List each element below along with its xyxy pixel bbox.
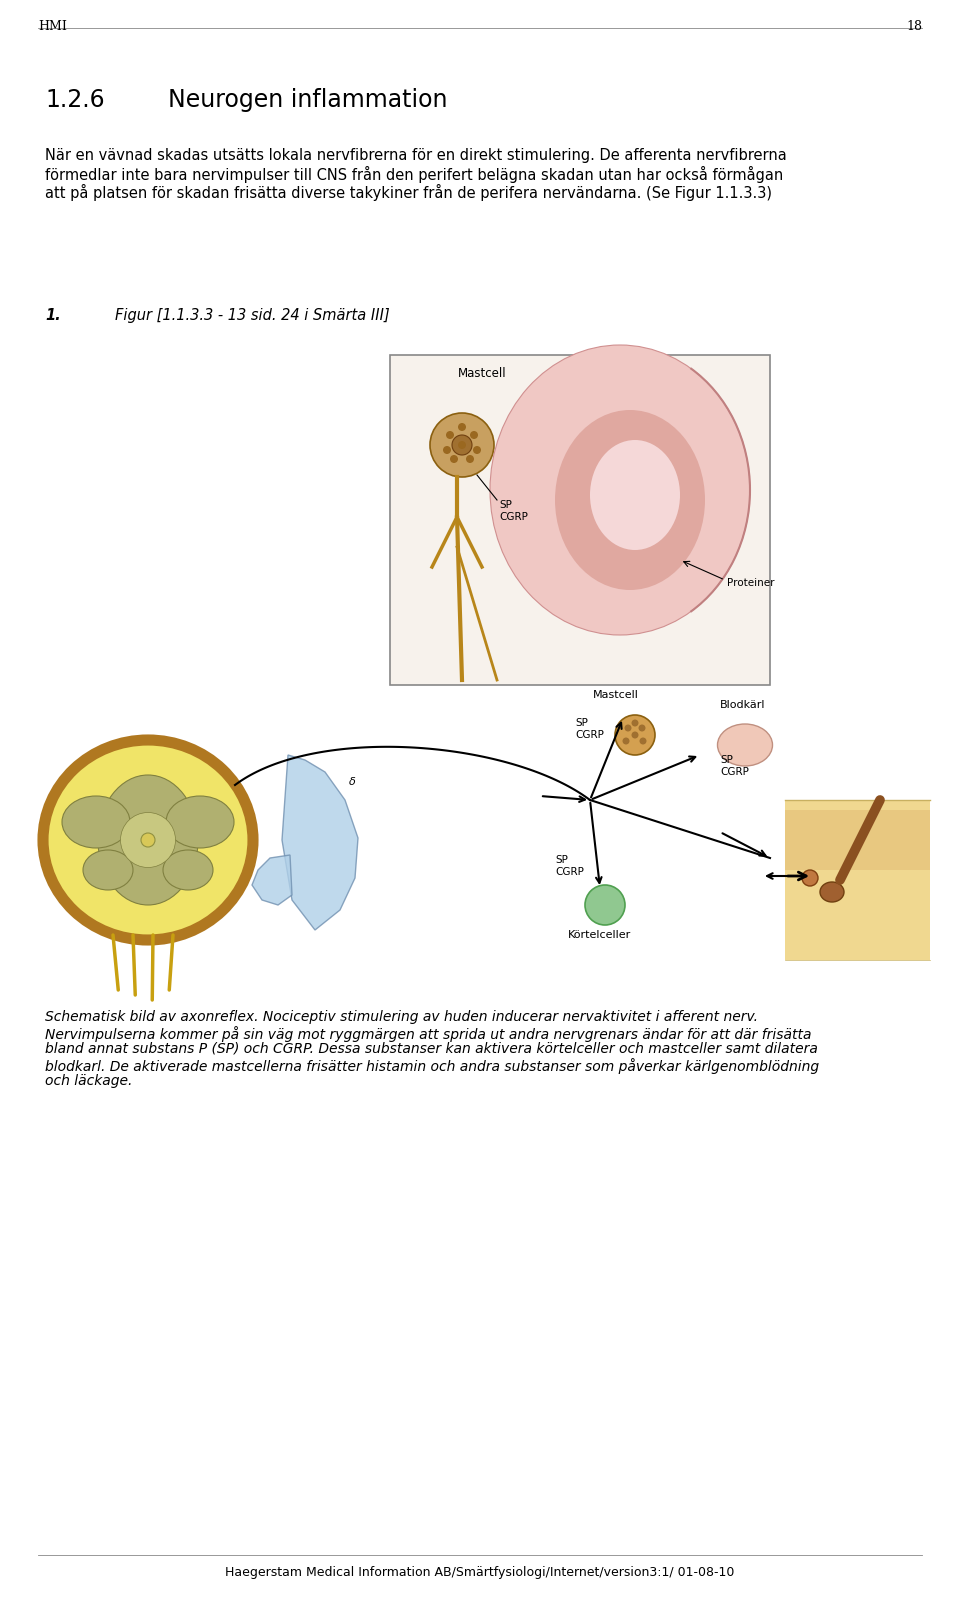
Circle shape xyxy=(470,431,478,439)
Text: Schematisk bild av axonreflex. Nociceptiv stimulering av huden inducerar nervakt: Schematisk bild av axonreflex. Nocicepti… xyxy=(45,1011,758,1023)
Circle shape xyxy=(639,738,646,744)
Text: 18: 18 xyxy=(906,19,922,34)
Text: Körtelceller: Körtelceller xyxy=(568,930,632,940)
Text: och läckage.: och läckage. xyxy=(45,1075,132,1088)
Text: SP
CGRP: SP CGRP xyxy=(575,719,604,739)
Circle shape xyxy=(473,446,481,454)
Ellipse shape xyxy=(98,775,198,905)
Text: 1.2.6: 1.2.6 xyxy=(45,88,105,112)
Text: SP
CGRP: SP CGRP xyxy=(555,855,584,877)
Circle shape xyxy=(450,456,458,464)
Circle shape xyxy=(141,832,155,847)
Circle shape xyxy=(466,456,474,464)
Text: Proteiner: Proteiner xyxy=(727,577,775,589)
Circle shape xyxy=(443,446,451,454)
Circle shape xyxy=(622,738,630,744)
Text: förmedlar inte bara nervimpulser till CNS från den perifert belägna skadan utan : förmedlar inte bara nervimpulser till CN… xyxy=(45,165,783,183)
Circle shape xyxy=(446,431,454,439)
Ellipse shape xyxy=(43,739,253,940)
Ellipse shape xyxy=(121,813,176,868)
Circle shape xyxy=(625,725,632,731)
Text: Mastcell: Mastcell xyxy=(593,690,638,699)
Circle shape xyxy=(430,412,494,476)
Text: När en vävnad skadas utsätts lokala nervfibrerna för en direkt stimulering. De a: När en vävnad skadas utsätts lokala nerv… xyxy=(45,148,787,164)
Circle shape xyxy=(615,715,655,755)
Polygon shape xyxy=(785,810,930,869)
Text: 1.: 1. xyxy=(45,308,60,322)
Circle shape xyxy=(632,731,638,738)
Ellipse shape xyxy=(490,345,750,635)
Text: Figur [1.1.3.3 - 13 sid. 24 i Smärta III]: Figur [1.1.3.3 - 13 sid. 24 i Smärta III… xyxy=(115,308,390,322)
Ellipse shape xyxy=(555,411,705,590)
Text: Haegerstam Medical Information AB/Smärtfysiologi/Internet/version3:1/ 01-08-10: Haegerstam Medical Information AB/Smärtf… xyxy=(226,1566,734,1578)
Ellipse shape xyxy=(83,850,133,890)
Ellipse shape xyxy=(820,882,844,901)
Text: SP
CGRP: SP CGRP xyxy=(499,500,528,521)
Circle shape xyxy=(458,441,466,449)
Ellipse shape xyxy=(166,796,234,849)
Circle shape xyxy=(638,725,645,731)
Polygon shape xyxy=(785,800,930,961)
Circle shape xyxy=(452,435,472,456)
Text: SP
CGRP: SP CGRP xyxy=(720,755,749,776)
Ellipse shape xyxy=(62,796,130,849)
Bar xyxy=(390,354,770,685)
Ellipse shape xyxy=(590,439,680,550)
Ellipse shape xyxy=(717,723,773,767)
Text: HMI: HMI xyxy=(38,19,67,34)
Text: $\delta$: $\delta$ xyxy=(348,775,356,788)
Text: bland annat substans P (SP) och CGRP. Dessa substanser kan aktivera körtelceller: bland annat substans P (SP) och CGRP. De… xyxy=(45,1043,818,1055)
Circle shape xyxy=(802,869,818,885)
Polygon shape xyxy=(282,755,358,930)
Text: Nervimpulserna kommer på sin väg mot ryggmärgen att sprida ut andra nervgrenars : Nervimpulserna kommer på sin väg mot ryg… xyxy=(45,1027,811,1043)
Ellipse shape xyxy=(163,850,213,890)
Text: blodkarl. De aktiverade mastcellerna frisätter histamin och andra substanser som: blodkarl. De aktiverade mastcellerna fri… xyxy=(45,1059,819,1075)
Text: Mastcell: Mastcell xyxy=(458,367,507,380)
Polygon shape xyxy=(252,855,292,905)
Text: att på platsen för skadan frisätta diverse takykiner från de perifera nervändarn: att på platsen för skadan frisätta diver… xyxy=(45,184,772,200)
Circle shape xyxy=(585,885,625,926)
Text: Neurogen inflammation: Neurogen inflammation xyxy=(168,88,447,112)
Text: Blodkärl: Blodkärl xyxy=(720,699,765,711)
Circle shape xyxy=(632,720,638,727)
Circle shape xyxy=(458,423,466,431)
